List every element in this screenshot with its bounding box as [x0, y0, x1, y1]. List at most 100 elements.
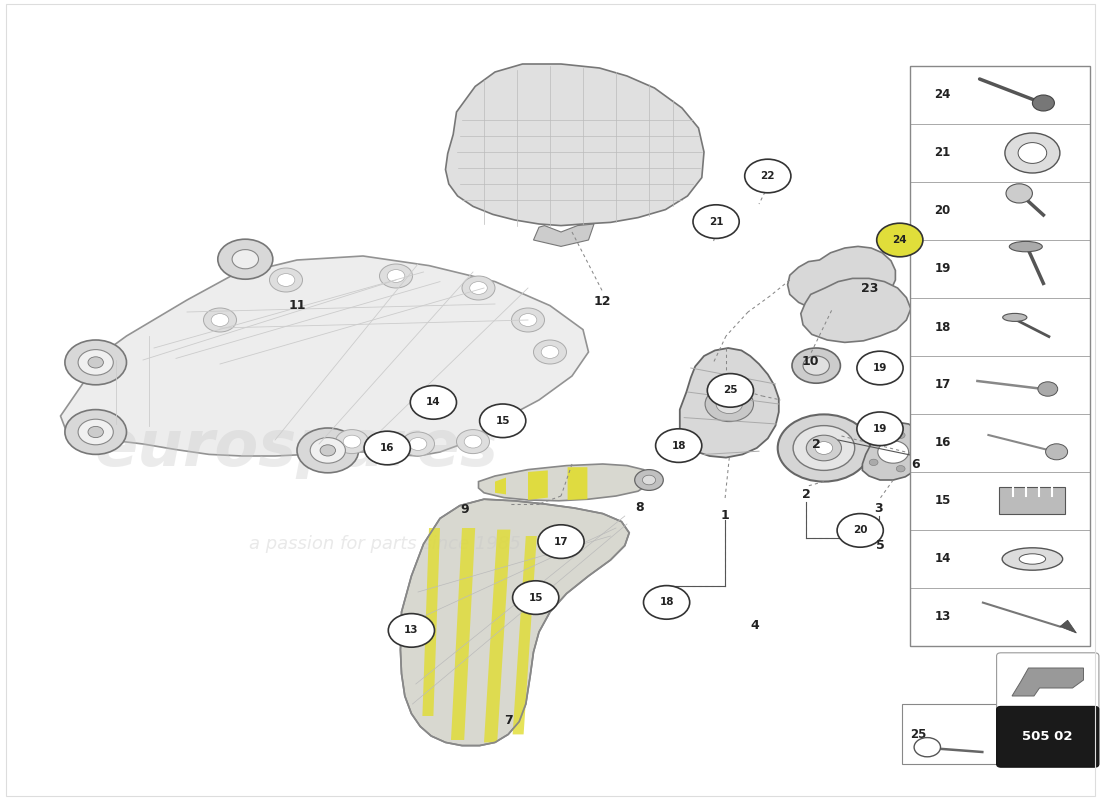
Circle shape	[793, 426, 855, 470]
Circle shape	[410, 386, 456, 419]
Polygon shape	[60, 256, 588, 456]
Text: 25: 25	[910, 728, 926, 741]
Polygon shape	[1060, 620, 1077, 633]
Circle shape	[869, 438, 878, 445]
Circle shape	[693, 205, 739, 238]
Circle shape	[78, 350, 113, 375]
Text: 16: 16	[379, 443, 395, 453]
Circle shape	[896, 432, 905, 438]
Text: 25: 25	[723, 386, 738, 395]
Ellipse shape	[1020, 554, 1046, 564]
Circle shape	[914, 738, 940, 757]
Text: 11: 11	[288, 299, 306, 312]
Circle shape	[869, 459, 878, 466]
Circle shape	[877, 223, 923, 257]
Circle shape	[232, 250, 258, 269]
Text: 16: 16	[934, 437, 950, 450]
Text: 17: 17	[553, 537, 569, 546]
Polygon shape	[801, 278, 911, 342]
FancyBboxPatch shape	[910, 182, 1090, 240]
Text: 22: 22	[760, 171, 775, 181]
Circle shape	[519, 314, 537, 326]
Polygon shape	[788, 246, 895, 310]
Polygon shape	[495, 478, 506, 494]
Text: eurospares: eurospares	[95, 417, 499, 479]
Circle shape	[88, 357, 103, 368]
Ellipse shape	[1002, 548, 1063, 570]
Text: 14: 14	[934, 553, 950, 566]
Circle shape	[878, 441, 909, 463]
Circle shape	[409, 438, 427, 450]
Text: 17: 17	[934, 378, 950, 391]
Text: 13: 13	[404, 626, 419, 635]
Circle shape	[470, 282, 487, 294]
FancyBboxPatch shape	[997, 653, 1099, 711]
Circle shape	[656, 429, 702, 462]
Text: 15: 15	[495, 416, 510, 426]
Text: 1: 1	[720, 509, 729, 522]
Polygon shape	[680, 348, 779, 458]
Circle shape	[65, 410, 126, 454]
Circle shape	[456, 430, 490, 454]
Circle shape	[78, 419, 113, 445]
Text: 19: 19	[872, 424, 888, 434]
Circle shape	[336, 430, 368, 454]
Text: 9: 9	[460, 503, 469, 516]
Text: 12: 12	[594, 295, 612, 308]
Circle shape	[644, 586, 690, 619]
Text: 15: 15	[934, 494, 950, 507]
Circle shape	[297, 428, 359, 473]
Circle shape	[1038, 382, 1058, 396]
Circle shape	[1046, 444, 1068, 460]
Circle shape	[343, 435, 361, 448]
Text: 2: 2	[812, 438, 821, 450]
Ellipse shape	[1010, 242, 1043, 252]
Circle shape	[480, 404, 526, 438]
Polygon shape	[400, 499, 629, 746]
Circle shape	[512, 308, 544, 332]
Circle shape	[538, 525, 584, 558]
Circle shape	[803, 356, 829, 375]
Circle shape	[402, 432, 434, 456]
Circle shape	[860, 355, 895, 381]
FancyBboxPatch shape	[910, 124, 1090, 182]
Text: 14: 14	[426, 398, 441, 407]
Circle shape	[310, 438, 345, 463]
Circle shape	[815, 442, 833, 454]
Text: 24: 24	[892, 235, 907, 245]
Circle shape	[379, 264, 412, 288]
FancyBboxPatch shape	[910, 240, 1090, 298]
Circle shape	[1033, 95, 1055, 111]
Text: 13: 13	[934, 610, 950, 623]
Text: 4: 4	[750, 619, 759, 632]
Polygon shape	[513, 536, 537, 734]
Circle shape	[462, 276, 495, 300]
Text: 24: 24	[934, 89, 950, 102]
Polygon shape	[478, 464, 651, 501]
Text: 8: 8	[635, 501, 643, 514]
Text: 19: 19	[934, 262, 950, 275]
Text: 21: 21	[934, 146, 950, 159]
Circle shape	[806, 435, 842, 461]
Polygon shape	[1012, 668, 1084, 696]
Circle shape	[364, 431, 410, 465]
Circle shape	[1005, 133, 1060, 173]
Text: 505 02: 505 02	[1022, 730, 1072, 743]
Circle shape	[1006, 184, 1033, 203]
Circle shape	[1019, 142, 1047, 163]
FancyBboxPatch shape	[910, 588, 1090, 646]
Circle shape	[705, 386, 754, 422]
Circle shape	[869, 362, 887, 374]
Text: 6: 6	[911, 458, 920, 470]
FancyBboxPatch shape	[910, 414, 1090, 472]
Circle shape	[270, 268, 302, 292]
Circle shape	[896, 466, 905, 472]
Circle shape	[387, 270, 405, 282]
Circle shape	[88, 426, 103, 438]
Circle shape	[857, 412, 903, 446]
Polygon shape	[422, 528, 440, 716]
Circle shape	[913, 449, 922, 455]
Circle shape	[218, 239, 273, 279]
Circle shape	[857, 351, 903, 385]
Circle shape	[541, 346, 559, 358]
